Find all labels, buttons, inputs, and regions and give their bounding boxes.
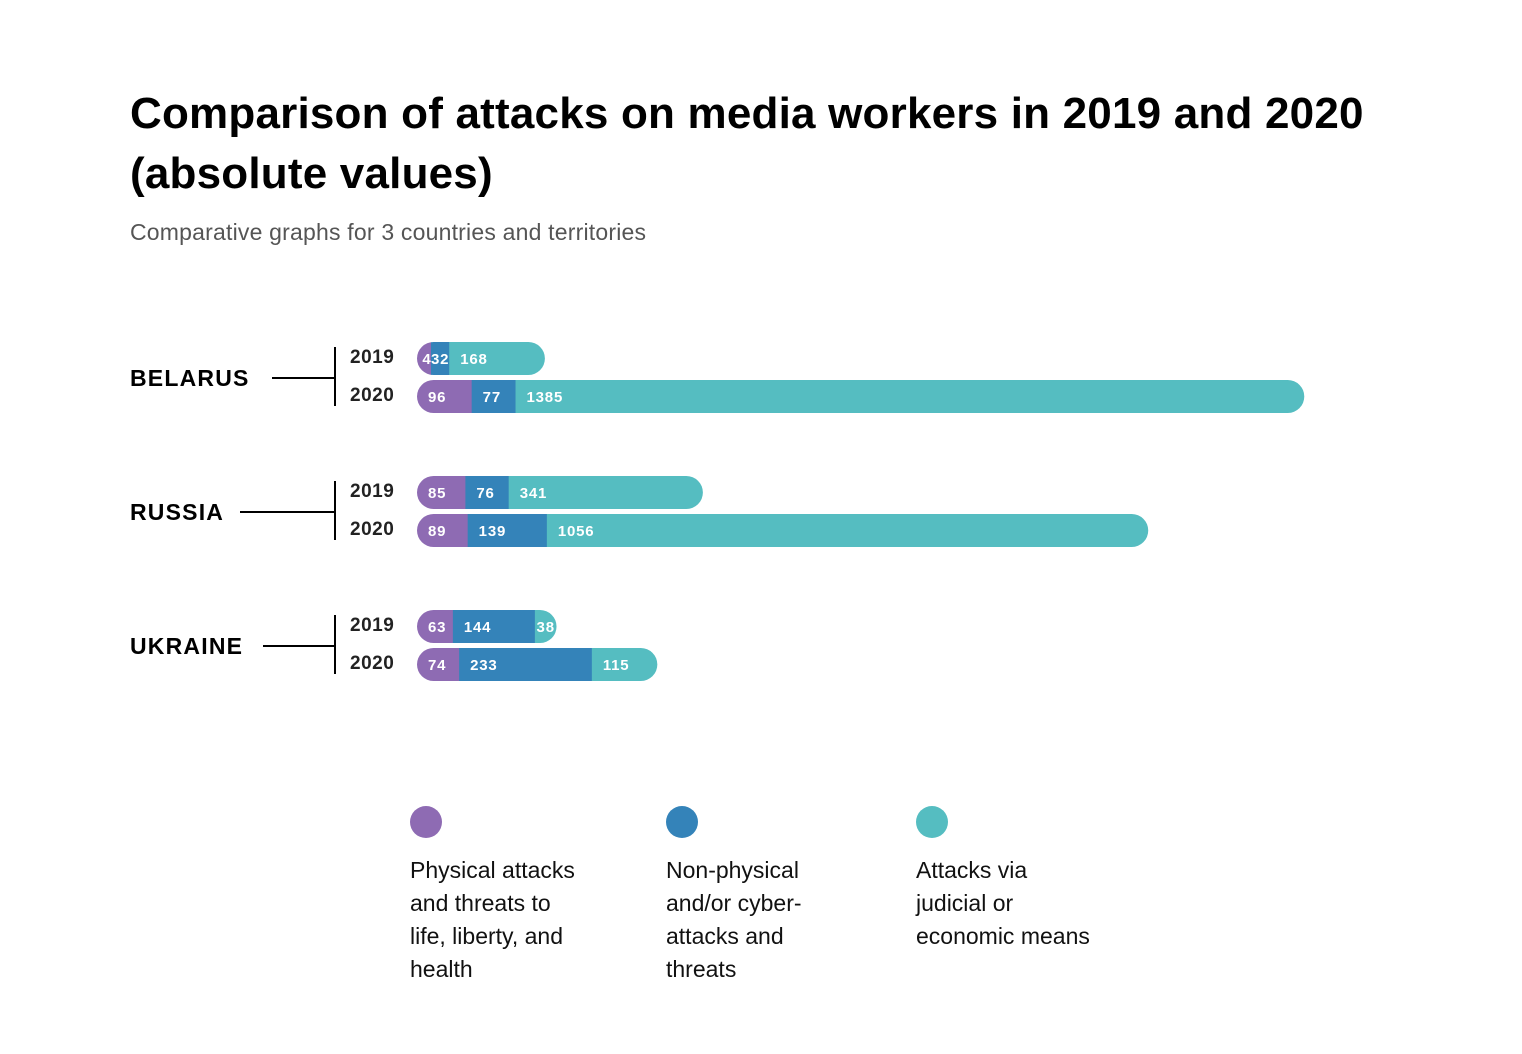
- data-label-nonphysical-ukraine-2019: 144: [464, 619, 491, 636]
- year-label-belarus-2020: 2020: [350, 385, 395, 406]
- bracket-line-ukraine: [334, 615, 336, 674]
- bar-segment-judicial-russia-2019: [508, 476, 703, 509]
- bar-russia-2019: [417, 476, 703, 509]
- data-label-physical-belarus-2019: 4: [422, 351, 431, 368]
- data-label-judicial-ukraine-2020: 115: [603, 657, 630, 674]
- bar-segment-physical-belarus-2019: [417, 342, 432, 375]
- bar-segment-judicial-ukraine-2020: [591, 648, 658, 681]
- legend-label-judicial: Attacks via judicial or economic means: [916, 857, 1090, 949]
- bar-segment-physical-ukraine-2019: [417, 610, 454, 643]
- chart-title: Comparison of attacks on media workers i…: [130, 89, 1364, 198]
- data-label-nonphysical-russia-2020: 139: [479, 523, 506, 540]
- data-label-judicial-belarus-2020: 1385: [527, 389, 564, 406]
- country-label-belarus: BELARUS: [130, 365, 250, 391]
- chart-subtitle: Comparative graphs for 3 countries and t…: [130, 219, 647, 245]
- data-label-nonphysical-belarus-2019: 32: [431, 351, 449, 368]
- bar-segment-judicial-russia-2020: [546, 514, 1149, 547]
- year-label-russia-2019: 2019: [350, 481, 395, 502]
- stacked-bar-chart: 4 32 168 96 77 1385 85 76 341 89 139 1056 63 144 38 74 2…: [417, 342, 1305, 681]
- legend-item-nonphysical: Non-physical and/or cyber-attacks and th…: [666, 806, 856, 986]
- legend-swatch-nonphysical: [666, 806, 698, 838]
- year-label-ukraine-2019: 2019: [350, 615, 395, 636]
- year-label-russia-2020: 2020: [350, 519, 395, 540]
- bar-ukraine-2019: [417, 610, 557, 643]
- data-label-nonphysical-ukraine-2020: 233: [470, 657, 497, 674]
- bar-segment-physical-ukraine-2020: [417, 648, 460, 681]
- bar-segment-nonphysical-russia-2019: [465, 476, 510, 509]
- data-label-judicial-belarus-2019: 168: [460, 351, 487, 368]
- bar-segment-nonphysical-ukraine-2019: [452, 610, 536, 643]
- bar-segment-physical-russia-2019: [417, 476, 466, 509]
- bar-segment-nonphysical-russia-2020: [467, 514, 548, 547]
- bracket-line-belarus: [334, 347, 336, 406]
- bar-segment-judicial-belarus-2019: [449, 342, 545, 375]
- legend-item-physical: Physical attacks and threats to life, li…: [410, 806, 600, 986]
- bar-belarus-2019: [417, 342, 545, 375]
- bar-segment-physical-russia-2020: [417, 514, 469, 547]
- connector-line-belarus: [272, 377, 334, 379]
- data-label-physical-russia-2019: 85: [428, 485, 446, 502]
- data-label-physical-belarus-2020: 96: [428, 389, 446, 406]
- year-label-ukraine-2020: 2020: [350, 653, 395, 674]
- data-label-physical-russia-2020: 89: [428, 523, 446, 540]
- connector-line-ukraine: [263, 645, 334, 647]
- legend-label-nonphysical: Non-physical and/or cyber-attacks and th…: [666, 857, 802, 982]
- data-label-physical-ukraine-2019: 63: [428, 619, 446, 636]
- bar-segment-judicial-ukraine-2019: [534, 610, 557, 643]
- bar-segment-nonphysical-belarus-2020: [471, 380, 517, 413]
- bar-segment-judicial-belarus-2020: [515, 380, 1305, 413]
- legend-label-physical: Physical attacks and threats to life, li…: [410, 857, 575, 982]
- connector-line-russia: [240, 511, 334, 513]
- bar-segment-physical-belarus-2020: [417, 380, 473, 413]
- country-label-ukraine: UKRAINE: [130, 633, 244, 659]
- data-label-physical-ukraine-2020: 74: [428, 657, 446, 674]
- bar-ukraine-2020: [417, 648, 658, 681]
- legend-swatch-judicial: [916, 806, 948, 838]
- year-label-belarus-2019: 2019: [350, 347, 395, 368]
- data-label-nonphysical-russia-2019: 76: [476, 485, 494, 502]
- bar-segment-nonphysical-belarus-2019: [431, 342, 450, 375]
- bar-russia-2020: [417, 514, 1149, 547]
- bar-segment-nonphysical-ukraine-2020: [459, 648, 593, 681]
- bracket-line-russia: [334, 481, 336, 540]
- legend-item-judicial: Attacks via judicial or economic means: [916, 806, 1106, 953]
- bar-belarus-2020: [417, 380, 1305, 413]
- data-label-nonphysical-belarus-2020: 77: [483, 389, 501, 406]
- legend-swatch-physical: [410, 806, 442, 838]
- country-label-russia: RUSSIA: [130, 499, 225, 525]
- data-label-judicial-russia-2019: 341: [520, 485, 547, 502]
- data-label-judicial-ukraine-2019: 38: [537, 619, 555, 636]
- data-label-judicial-russia-2020: 1056: [558, 523, 595, 540]
